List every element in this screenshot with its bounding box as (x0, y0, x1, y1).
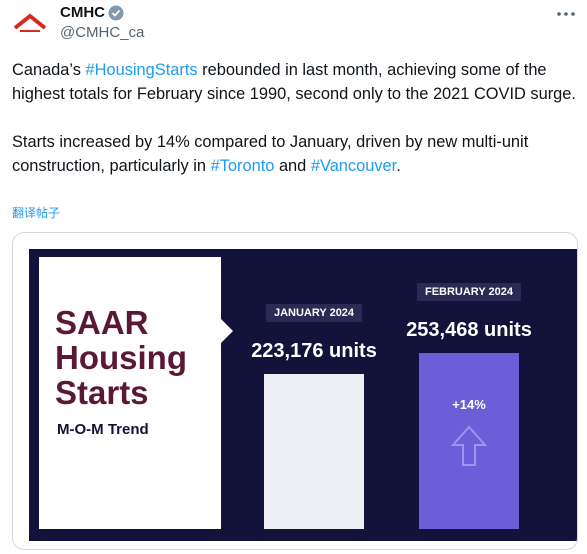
hashtag[interactable]: #Toronto (210, 157, 275, 175)
logo (13, 13, 47, 32)
text-segment: . (396, 157, 401, 175)
chart-subtitle: M-O-M Trend (57, 421, 149, 438)
tweet-text: Canada’s #HousingStarts rebounded in las… (12, 58, 580, 202)
text-segment: Starts increased by 14% compared to Janu… (12, 133, 529, 175)
chart-title: SAAR Housing Starts (55, 304, 187, 411)
text-segment: rebounded in last month, achieving some … (12, 61, 576, 103)
panel-notch (219, 317, 233, 345)
annotation: +14% (452, 397, 486, 412)
category-label: JANUARY 2024 (265, 304, 363, 323)
value-label: 253,468 units (406, 319, 532, 341)
translate-link[interactable]: 翻译帖子 (12, 206, 61, 220)
account-handle[interactable]: @CMHC_ca (60, 24, 145, 41)
hashtag[interactable]: #HousingStarts (85, 61, 198, 79)
image-card[interactable]: SAAR Housing Starts M-O-M Trend JANUARY … (12, 232, 578, 550)
value-label: 223,176 units (251, 340, 377, 363)
verified-badge (108, 5, 124, 21)
more-menu[interactable] (556, 10, 576, 18)
account-name[interactable]: CMHC (60, 4, 105, 21)
bar (264, 374, 364, 529)
text-segment: and (274, 157, 311, 175)
title-panel (39, 257, 221, 529)
paragraph: Starts increased by 14% compared to Janu… (12, 130, 580, 178)
paragraph: Canada’s #HousingStarts rebounded in las… (12, 58, 580, 106)
text-segment: Canada’s (12, 61, 86, 79)
category-label: FEBRUARY 2024 (416, 283, 522, 301)
up-arrow (450, 425, 488, 466)
bar (419, 353, 519, 529)
hashtag[interactable]: #Vancouver (310, 157, 397, 175)
